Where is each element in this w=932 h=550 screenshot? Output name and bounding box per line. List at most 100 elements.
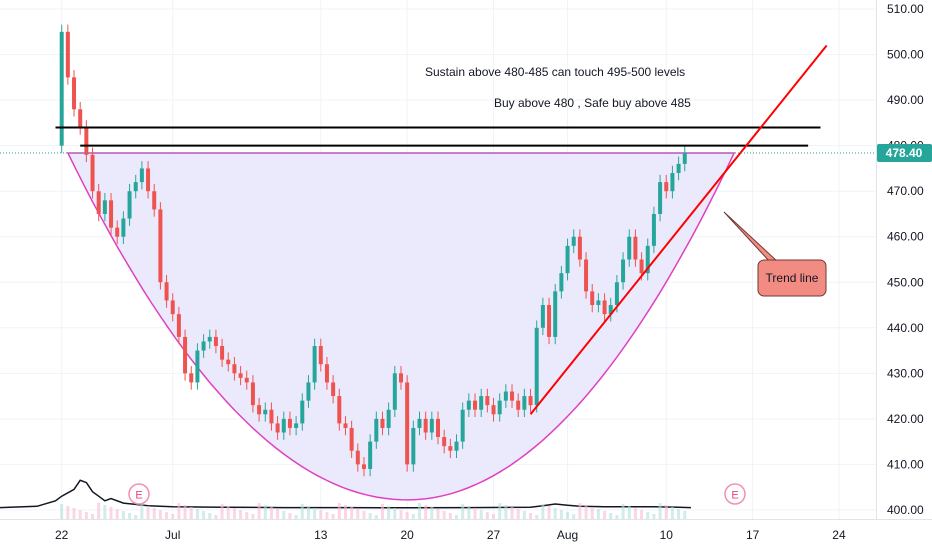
candles <box>59 24 687 477</box>
time-axis[interactable]: 22 Jul 13 20 27 Aug 10 17 24 <box>55 528 846 542</box>
candle-body <box>651 213 656 246</box>
candle-body <box>355 450 360 465</box>
volume-bar <box>492 514 496 519</box>
candle-body <box>294 423 299 428</box>
candle-body <box>380 418 385 428</box>
volume-bar <box>158 510 162 519</box>
volume-bar <box>66 506 70 519</box>
price-tick-label: 440.00 <box>887 321 924 335</box>
candle-body <box>269 409 274 424</box>
price-tag-background <box>877 143 932 162</box>
candle-body <box>72 77 77 110</box>
volume-bar <box>226 506 230 519</box>
candle-body <box>479 396 484 410</box>
volume-bar <box>356 509 360 519</box>
volume-bar <box>300 504 304 519</box>
candle-body <box>448 446 453 451</box>
price-axis[interactable]: 510.00500.00490.00480.00470.00460.00450.… <box>887 2 924 517</box>
cup-shape[interactable] <box>66 152 736 501</box>
trend-line[interactable] <box>529 44 828 415</box>
candle-body <box>257 405 262 415</box>
candle-body <box>146 168 151 192</box>
volume-bar <box>677 509 681 519</box>
volume-bar <box>417 503 421 519</box>
volume-bar <box>535 515 539 519</box>
volume-bar <box>171 514 175 519</box>
candle-body <box>522 396 527 410</box>
earnings-circle <box>724 483 746 505</box>
annotation-note-1[interactable]: Sustain above 480-485 can touch 495-500 … <box>425 65 685 79</box>
volume-bar <box>183 505 187 519</box>
candle-body <box>152 191 157 210</box>
volume-bar <box>621 504 625 519</box>
volume-bar <box>343 505 347 519</box>
candle-body <box>238 373 243 378</box>
cup-parabola[interactable] <box>66 152 736 501</box>
candle-body <box>466 400 471 410</box>
candle-body <box>244 377 249 383</box>
volume-bar <box>615 515 619 519</box>
candle-body <box>275 423 280 433</box>
candle-body <box>121 218 126 237</box>
price-tick-label: 400.00 <box>887 503 924 517</box>
candle-body <box>534 327 539 406</box>
candle-body <box>503 391 508 401</box>
candle-body <box>417 418 422 428</box>
volume-bar <box>596 509 600 519</box>
volume-bar <box>276 509 280 519</box>
volume-bar <box>399 510 403 519</box>
annotation-note-2[interactable]: Buy above 480 , Safe buy above 485 <box>494 96 691 110</box>
trend-line-group[interactable] <box>529 44 828 415</box>
volume-bar <box>572 514 576 519</box>
volume-bar <box>633 508 637 519</box>
candle-body <box>287 418 292 428</box>
candle-body <box>540 305 545 328</box>
candle-body <box>115 227 120 237</box>
horizontal-levels[interactable] <box>55 126 821 147</box>
candle-body <box>614 282 619 306</box>
volume-bar <box>319 510 323 519</box>
volume-bar <box>609 513 613 519</box>
candle-body <box>331 382 336 397</box>
candle-body <box>133 182 138 192</box>
candle-body <box>102 200 107 214</box>
volume-bar <box>504 505 508 519</box>
candle-body <box>571 236 576 246</box>
candle-body <box>176 314 181 337</box>
candle-body <box>201 341 206 351</box>
volume-bar <box>337 503 341 519</box>
volume-bar <box>251 514 255 519</box>
candle-body <box>682 152 687 164</box>
volume-bar <box>578 503 582 519</box>
price-tick-label: 510.00 <box>887 2 924 16</box>
candle-body <box>281 418 286 433</box>
candle-body <box>386 409 391 428</box>
volume-bar <box>97 503 101 519</box>
earnings-marker-left[interactable]: E <box>128 483 150 505</box>
earnings-marker-right[interactable]: E <box>724 483 746 505</box>
volume-bar <box>436 509 440 519</box>
candle-body <box>528 396 533 406</box>
time-tick-label: 13 <box>314 528 328 542</box>
candle-body <box>485 396 490 406</box>
volume-bar <box>269 507 273 519</box>
volume-bar <box>91 514 95 519</box>
volume-bar <box>590 507 594 519</box>
price-tick-label: 450.00 <box>887 275 924 289</box>
volume-bar <box>664 505 668 519</box>
candle-body <box>676 163 681 173</box>
candle-body <box>337 396 342 424</box>
candle-body <box>633 236 638 260</box>
trend-line-callout[interactable]: Trend line <box>723 211 827 297</box>
candle-body <box>547 305 552 337</box>
volume-bar <box>288 513 292 519</box>
candle-body <box>306 382 311 401</box>
candle-body <box>608 305 613 315</box>
volume-bar <box>282 511 286 519</box>
volume-bar <box>350 507 354 519</box>
candle-body <box>220 346 225 360</box>
volume-bar <box>325 512 329 519</box>
candle-body <box>170 300 175 315</box>
volume-bar <box>263 505 267 519</box>
